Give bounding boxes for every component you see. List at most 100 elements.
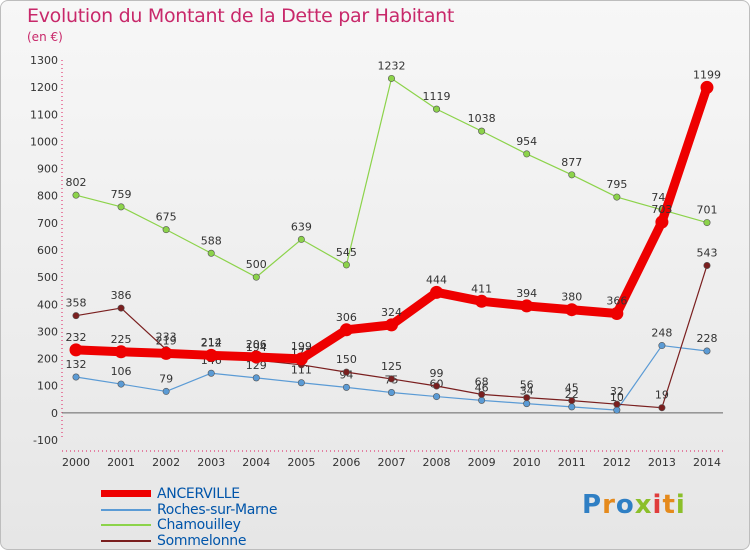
data-label: 228	[696, 332, 717, 345]
data-point	[342, 383, 350, 391]
data-label: 366	[606, 295, 627, 308]
data-point	[478, 127, 486, 135]
data-point	[523, 394, 531, 402]
data-point	[703, 347, 711, 355]
data-label: 233	[156, 331, 177, 344]
data-label: 32	[610, 385, 624, 398]
data-point	[297, 235, 305, 243]
data-label: 129	[246, 359, 267, 372]
data-point	[204, 348, 218, 362]
data-point	[387, 388, 395, 396]
data-label: 19	[655, 389, 669, 402]
data-label: 212	[201, 336, 222, 349]
data-label: 543	[696, 246, 717, 259]
logo-letter: x	[634, 490, 653, 520]
data-point	[252, 374, 260, 382]
data-point	[568, 397, 576, 405]
data-point	[387, 74, 395, 82]
data-point	[207, 369, 215, 377]
x-tick-label: 2007	[377, 456, 405, 469]
data-label: 500	[246, 258, 267, 271]
data-label: 46	[475, 381, 489, 394]
logo-letter: t	[662, 490, 676, 520]
data-label: 125	[381, 360, 402, 373]
x-tick-label: 2008	[423, 456, 451, 469]
y-tick-label: 1100	[30, 108, 58, 121]
data-point	[568, 403, 576, 411]
data-point	[565, 303, 579, 317]
data-point	[433, 393, 441, 401]
data-label: 56	[520, 379, 534, 392]
data-label: 675	[156, 211, 177, 224]
legend-label: Chamouilley	[157, 517, 241, 533]
y-tick-label: 600	[37, 244, 58, 257]
data-label: 703	[651, 203, 672, 216]
chart-subtitle: (en €)	[27, 30, 63, 44]
data-label: 306	[336, 311, 357, 324]
data-point	[478, 396, 486, 404]
legend-swatch	[101, 490, 151, 497]
x-tick-label: 2004	[242, 456, 270, 469]
data-point	[520, 299, 534, 313]
data-label: 1038	[468, 112, 496, 125]
data-point	[72, 373, 80, 381]
data-point	[249, 350, 263, 364]
data-point	[610, 307, 624, 321]
data-label: 219	[156, 334, 177, 347]
data-point	[433, 382, 441, 390]
y-tick-label: 200	[37, 353, 58, 366]
data-point	[69, 343, 83, 357]
logo-letter: P	[582, 490, 603, 520]
chart-title: Evolution du Montant de la Dette par Hab…	[27, 5, 455, 27]
data-point	[342, 368, 350, 376]
data-label: 954	[516, 135, 537, 148]
legend-label: Sommelonne	[157, 533, 247, 549]
legend-swatch	[101, 524, 151, 526]
data-point	[433, 105, 441, 113]
data-label: 232	[66, 331, 87, 344]
data-point	[117, 304, 125, 312]
data-label: 132	[66, 358, 87, 371]
data-label: 324	[381, 306, 402, 319]
data-point	[387, 375, 395, 383]
y-tick-label: 1300	[30, 54, 58, 67]
data-label: 639	[291, 220, 312, 233]
data-label: 10	[610, 391, 624, 404]
data-label: 358	[66, 297, 87, 310]
data-point	[207, 249, 215, 257]
data-point	[162, 387, 170, 395]
data-point	[114, 345, 128, 359]
x-tick-label: 2011	[558, 456, 586, 469]
data-point	[523, 400, 531, 408]
logo-letter: r	[602, 490, 616, 520]
x-tick-label: 2013	[648, 456, 676, 469]
data-point	[700, 80, 714, 94]
data-label: 386	[111, 289, 132, 302]
data-point	[430, 285, 444, 299]
data-label: 394	[516, 287, 537, 300]
x-tick-label: 2000	[62, 456, 90, 469]
data-label: 759	[111, 188, 132, 201]
data-label: 68	[475, 375, 489, 388]
data-label: 111	[291, 364, 312, 377]
data-point	[658, 404, 666, 412]
data-label: 795	[606, 178, 627, 191]
data-label: 1232	[377, 59, 405, 72]
data-point	[294, 352, 308, 366]
data-label: 248	[651, 327, 672, 340]
data-label: 214	[201, 336, 222, 349]
x-tick-label: 2003	[197, 456, 225, 469]
data-label: 1119	[423, 90, 451, 103]
data-point	[658, 342, 666, 350]
legend-label: Roches-sur-Marne	[157, 502, 278, 518]
x-tick-label: 2014	[693, 456, 721, 469]
data-label: 79	[159, 372, 173, 385]
data-point	[613, 406, 621, 414]
y-tick-label: 0	[51, 407, 58, 420]
data-point	[252, 273, 260, 281]
y-tick-label: 100	[37, 380, 58, 393]
data-point	[117, 203, 125, 211]
data-label: 99	[430, 367, 444, 380]
data-point	[342, 261, 350, 269]
